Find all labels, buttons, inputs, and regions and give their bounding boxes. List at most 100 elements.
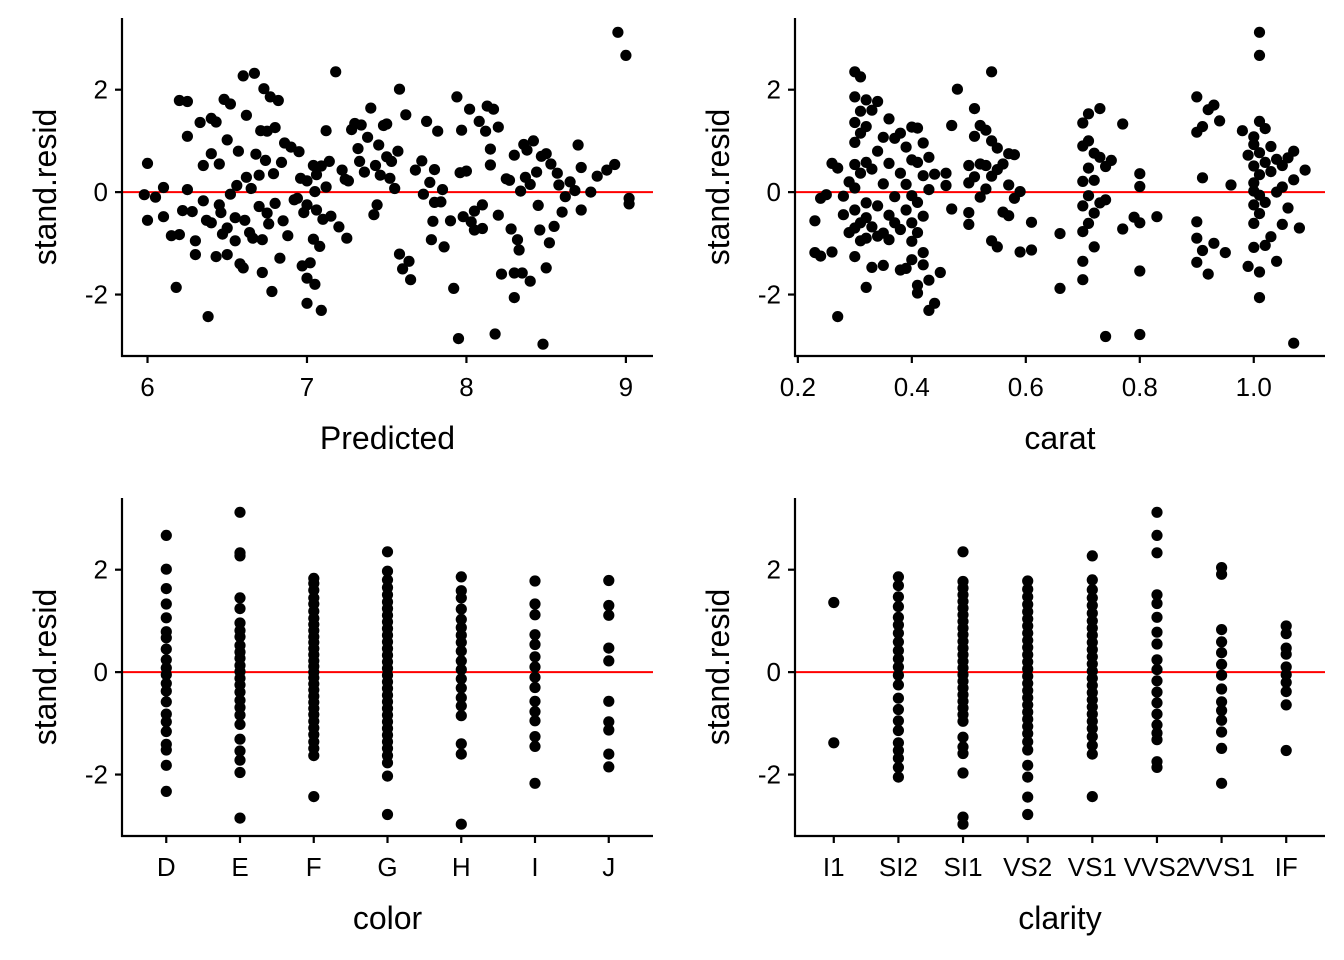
x-tick-label: D (157, 852, 176, 882)
data-point (849, 204, 861, 216)
data-point (416, 155, 428, 167)
data-point (436, 184, 449, 196)
data-point (369, 159, 382, 172)
data-point (529, 695, 541, 707)
data-point (894, 167, 907, 179)
data-point (906, 235, 918, 247)
data-point (1265, 166, 1277, 178)
data-point (892, 761, 905, 774)
data-point (301, 175, 313, 187)
data-point (516, 267, 528, 279)
data-point (457, 211, 469, 223)
data-point (883, 234, 895, 246)
data-point (248, 67, 260, 79)
data-point (1248, 217, 1260, 229)
data-point (234, 592, 246, 604)
data-point (1282, 202, 1294, 214)
data-point (1196, 172, 1209, 184)
data-point (892, 619, 905, 631)
data-point (1216, 714, 1228, 726)
data-point (275, 156, 288, 168)
data-point (400, 109, 412, 121)
data-point (1216, 636, 1228, 648)
data-point (455, 682, 467, 694)
y-tick-label: -2 (85, 760, 108, 790)
data-point (1214, 115, 1226, 127)
data-point (1208, 237, 1220, 249)
data-point (451, 91, 463, 103)
data-point (301, 272, 313, 284)
data-point (1248, 241, 1260, 253)
data-point (1216, 624, 1228, 636)
data-point (234, 603, 246, 615)
data-point (1088, 207, 1100, 219)
data-point (832, 162, 844, 174)
data-point (894, 223, 907, 236)
x-tick-label: 0.2 (780, 372, 816, 402)
data-point (221, 249, 233, 261)
data-point (333, 221, 345, 233)
data-point (849, 136, 861, 148)
data-point (1086, 791, 1098, 803)
data-point (1196, 244, 1209, 257)
data-point (623, 192, 635, 204)
data-point (1151, 686, 1163, 698)
data-point (1276, 159, 1288, 172)
data-point (1086, 550, 1098, 562)
data-point (529, 706, 541, 718)
x-tick-label: 0.8 (1122, 372, 1158, 402)
data-point (234, 812, 246, 824)
data-point (980, 124, 992, 136)
data-point (911, 279, 924, 291)
data-point (1086, 748, 1098, 760)
x-tick-label: 1.0 (1236, 372, 1272, 402)
data-point (455, 710, 467, 722)
data-point (141, 157, 154, 169)
data-point (170, 281, 182, 293)
data-point (277, 215, 289, 227)
data-point (269, 122, 281, 134)
data-point (957, 818, 969, 830)
x-tick-label: I (531, 852, 538, 882)
data-point (1293, 222, 1305, 234)
data-point (301, 199, 313, 211)
data-point (529, 609, 541, 621)
data-point (946, 119, 958, 132)
data-point (1151, 638, 1163, 650)
data-point (591, 170, 603, 182)
data-point (545, 158, 557, 170)
data-point (323, 155, 335, 167)
data-point (1253, 147, 1266, 159)
data-point (160, 583, 172, 595)
data-point (381, 808, 394, 821)
data-point (221, 222, 233, 234)
data-point (1225, 179, 1237, 191)
data-point (572, 139, 584, 151)
data-point (957, 715, 969, 727)
data-point (403, 255, 415, 267)
data-point (484, 143, 496, 155)
data-point (1151, 719, 1163, 731)
data-point (160, 632, 172, 644)
data-point (900, 204, 912, 216)
data-point (374, 169, 386, 181)
data-point (603, 642, 615, 654)
data-point (837, 190, 850, 202)
data-point (963, 207, 975, 219)
data-point (892, 580, 905, 592)
data-point (181, 130, 193, 142)
x-tick-label: 6 (140, 372, 154, 402)
data-point (991, 241, 1003, 253)
data-point (866, 104, 878, 116)
data-point (1253, 26, 1266, 38)
data-point (455, 636, 467, 649)
y-axis-title: stand.resid (700, 109, 736, 266)
data-point (355, 119, 367, 131)
data-point (866, 261, 878, 273)
data-point (1216, 658, 1228, 671)
data-point (603, 599, 615, 612)
data-point (1280, 628, 1292, 640)
